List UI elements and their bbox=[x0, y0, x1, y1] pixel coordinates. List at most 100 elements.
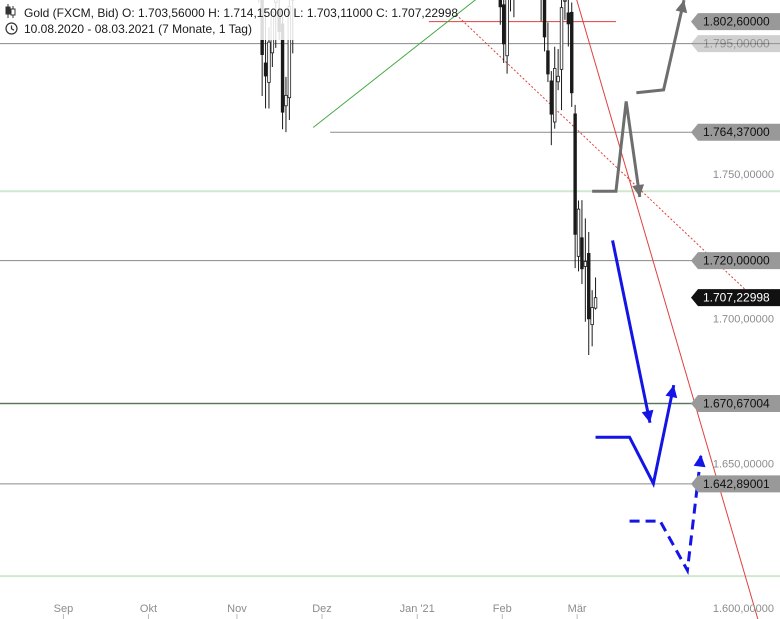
candlestick-chart-icon bbox=[5, 4, 16, 18]
price-tag-shape bbox=[691, 123, 780, 141]
price-tag-label: 1.642,89001 bbox=[703, 477, 770, 491]
candle bbox=[540, 0, 542, 22]
candle-body-down bbox=[542, 0, 547, 38]
candle bbox=[559, 0, 564, 111]
x-tick-label: Nov bbox=[227, 603, 247, 615]
candle-body-up bbox=[284, 94, 288, 107]
x-tick-label: Okt bbox=[140, 603, 157, 615]
blue-projection-arrow bbox=[611, 240, 652, 424]
gray-arrowhead bbox=[632, 184, 645, 197]
candle bbox=[583, 218, 588, 322]
gray-arrowhead bbox=[675, 0, 688, 14]
candle bbox=[587, 232, 591, 356]
candle-body-down bbox=[570, 11, 574, 94]
price-tag-shape bbox=[691, 252, 780, 270]
price-tag: 1.764,37000 bbox=[691, 123, 780, 141]
price-tag-label: 1.670,67004 bbox=[703, 396, 770, 410]
candle bbox=[501, 0, 506, 63]
y-tick-label: 1.650,00000 bbox=[713, 458, 774, 470]
candle-body-up bbox=[563, 0, 567, 2]
header-ohlc-line: Gold (FXCM, Bid) O: 1.703,56000 H: 1.714… bbox=[24, 6, 458, 20]
candle-body-down bbox=[498, 0, 502, 8]
x-tick-label: Feb bbox=[493, 603, 512, 615]
candle-body-up bbox=[583, 261, 588, 267]
candle-body-up bbox=[505, 0, 509, 57]
blue-arrowhead bbox=[641, 409, 654, 423]
candle bbox=[505, 0, 509, 74]
candle bbox=[576, 200, 581, 272]
candle bbox=[509, 0, 511, 12]
header-date-range: 10.08.2020 - 08.03.2021 (7 Monate, 1 Tag… bbox=[24, 22, 252, 36]
candle-body-down bbox=[501, 4, 506, 45]
gray-projection-arrow bbox=[592, 101, 642, 198]
candle-body-down bbox=[546, 50, 550, 75]
blue-arrowhead bbox=[693, 454, 706, 468]
blue-projection-arrow bbox=[629, 454, 703, 576]
candle bbox=[570, 2, 574, 107]
candle-body-down bbox=[580, 237, 584, 270]
price-tag: 1.642,89001 bbox=[691, 475, 780, 493]
blue-projection-arrow bbox=[595, 384, 676, 488]
horizontal-levels bbox=[0, 21, 780, 578]
price-tag-label: 1.707,22998 bbox=[703, 291, 770, 305]
y-tick-label: 1.600,00000 bbox=[713, 603, 774, 615]
x-tick-label: Sep bbox=[54, 603, 74, 615]
y-tick-label: 1.700,00000 bbox=[713, 314, 774, 326]
price-tag: 1.802,60000 bbox=[691, 13, 780, 31]
candle-body-up bbox=[576, 208, 581, 257]
price-tag: 1.670,67004 bbox=[691, 394, 780, 412]
price-tag-shape bbox=[691, 475, 780, 493]
green-trendline bbox=[312, 0, 477, 128]
price-tag-shape bbox=[691, 289, 780, 307]
price-tag-label: 1.795,00000 bbox=[703, 37, 770, 51]
candle-body-down bbox=[263, 62, 268, 77]
candle bbox=[566, 0, 571, 47]
axes: 2.000,000001.950,000001.900,000001.750,0… bbox=[54, 169, 774, 619]
candle-body-down bbox=[549, 80, 554, 115]
red-dotted-trendline bbox=[455, 14, 746, 290]
candle bbox=[573, 104, 577, 269]
price-tag-label: 1.720,00000 bbox=[703, 254, 770, 268]
candle bbox=[284, 76, 288, 133]
candle-body-up bbox=[553, 68, 557, 123]
candle-body-up bbox=[590, 307, 594, 326]
y-tick-label: 1.750,00000 bbox=[713, 169, 774, 181]
candle bbox=[580, 200, 584, 285]
x-tick-label: Jan '21 bbox=[400, 603, 435, 615]
candle-body-down bbox=[566, 12, 571, 25]
price-tag-shape bbox=[691, 35, 780, 53]
price-tag: 1.720,00000 bbox=[691, 252, 780, 270]
price-tag-shape bbox=[691, 13, 780, 31]
price-tag: 1.795,00000 bbox=[691, 35, 780, 53]
projection-arrows bbox=[592, 0, 706, 576]
candle bbox=[556, 49, 560, 91]
candle bbox=[498, 0, 502, 25]
candle bbox=[549, 71, 554, 146]
candle bbox=[593, 277, 598, 310]
candle-body-up bbox=[556, 75, 560, 83]
gray-projection-arrow bbox=[636, 0, 686, 95]
last-price-tag: 1.707,22998 bbox=[691, 289, 780, 307]
candle-body-up bbox=[593, 297, 598, 309]
x-tick-label: Dez bbox=[312, 603, 332, 615]
candle bbox=[546, 22, 550, 83]
x-tick-label: Mär bbox=[568, 603, 587, 615]
blue-arrowhead bbox=[665, 385, 678, 399]
header-backdrop bbox=[0, 0, 420, 40]
candle bbox=[513, 0, 515, 18]
price-tag-label: 1.764,37000 bbox=[703, 125, 770, 139]
price-tag-label: 1.802,60000 bbox=[703, 15, 770, 29]
candle bbox=[553, 46, 557, 129]
candle bbox=[563, 0, 567, 20]
candle bbox=[542, 0, 547, 52]
price-tags: 1.985,000001.965,459961.920,000001.875,1… bbox=[691, 13, 780, 493]
candle-body-down bbox=[587, 253, 591, 320]
candle bbox=[590, 290, 594, 347]
clock-icon bbox=[5, 22, 18, 35]
price-tag-shape bbox=[691, 394, 780, 412]
candle bbox=[267, 27, 271, 109]
candle-body-up bbox=[559, 7, 564, 70]
